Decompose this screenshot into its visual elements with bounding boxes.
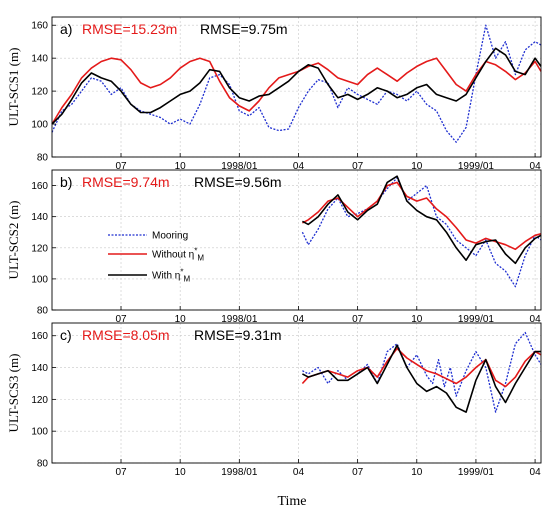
x-tick-label: 10 xyxy=(411,314,423,325)
rmse-without-label: RMSE=15.23m xyxy=(82,21,177,37)
series-line-with xyxy=(302,344,541,413)
y-axis-label: ULT-SCS3 (m) xyxy=(6,354,21,433)
x-tick-label: 07 xyxy=(352,161,364,172)
x-tick-label: 04 xyxy=(530,467,542,478)
y-tick-label: 100 xyxy=(31,274,48,285)
x-tick-label: 10 xyxy=(175,314,187,325)
series-line-mooring xyxy=(301,177,542,288)
panel-label: c) xyxy=(60,327,72,343)
rmse-without-label: RMSE=8.05m xyxy=(82,327,170,343)
panel-label: b) xyxy=(60,174,72,190)
y-tick-label: 120 xyxy=(31,87,48,98)
panel-label: a) xyxy=(60,21,72,37)
y-tick-label: 80 xyxy=(37,459,49,470)
x-tick-label: 04 xyxy=(293,161,305,172)
y-tick-label: 80 xyxy=(37,306,49,317)
x-tick-label: 1999/01 xyxy=(458,467,495,478)
x-tick-label: 04 xyxy=(293,314,305,325)
series-line-without xyxy=(302,181,542,251)
plot-frame xyxy=(51,169,542,311)
x-tick-label: 1999/01 xyxy=(458,161,495,172)
series-line-with xyxy=(51,47,542,125)
x-tick-label: 10 xyxy=(411,161,423,172)
legend-entry-with: With η*M xyxy=(152,268,190,284)
x-tick-label: 07 xyxy=(115,161,127,172)
x-tick-label: 04 xyxy=(530,314,542,325)
series-line-without xyxy=(301,347,542,388)
x-tick-label: 07 xyxy=(352,314,364,325)
rmse-with-label: RMSE=9.75m xyxy=(200,21,288,37)
series-line-with xyxy=(302,175,542,265)
series-line-mooring xyxy=(51,24,542,143)
plot-frame xyxy=(51,16,542,158)
x-tick-label: 1998/01 xyxy=(221,161,258,172)
rmse-without-label: RMSE=9.74m xyxy=(82,174,170,190)
panel-2: 80 100 120 140 160 07 10 1998/01 04 07 10 1999/01 04… xyxy=(6,169,542,325)
y-tick-label: 100 xyxy=(31,427,48,438)
y-tick-label: 140 xyxy=(31,54,48,65)
x-axis-label: Time xyxy=(277,494,306,509)
legend-entry-without: Without η*M xyxy=(152,247,204,263)
x-tick-label: 07 xyxy=(115,314,127,325)
legend: Mooring Without η*M With η*M xyxy=(108,231,204,284)
x-tick-label: 07 xyxy=(115,467,127,478)
y-tick-label: 160 xyxy=(31,331,48,342)
x-tick-label: 1998/01 xyxy=(221,467,258,478)
y-tick-label: 160 xyxy=(31,181,48,192)
x-tick-label: 10 xyxy=(175,467,187,478)
y-tick-label: 120 xyxy=(31,243,48,254)
x-tick-label: 10 xyxy=(175,161,187,172)
panel-1: 80 100 120 140 160 07 10 1998/01 04 07 10 1999/01 04… xyxy=(6,16,542,172)
x-tick-label: 04 xyxy=(530,161,542,172)
rmse-with-label: RMSE=9.31m xyxy=(194,327,282,343)
legend-entry-mooring: Mooring xyxy=(152,231,188,242)
y-tick-label: 100 xyxy=(31,120,48,131)
y-tick-label: 140 xyxy=(31,212,48,223)
y-tick-label: 160 xyxy=(31,21,48,32)
y-tick-label: 80 xyxy=(37,153,49,164)
x-tick-label: 1998/01 xyxy=(221,314,258,325)
y-axis-label: ULT-SCS2 (m) xyxy=(6,201,21,280)
y-tick-label: 140 xyxy=(31,363,48,374)
y-tick-label: 120 xyxy=(31,395,48,406)
x-tick-label: 04 xyxy=(293,467,305,478)
x-tick-label: 1999/01 xyxy=(458,314,495,325)
x-tick-label: 07 xyxy=(352,467,364,478)
series-line-mooring xyxy=(302,331,542,413)
y-axis-label: ULT-SCS1 (m) xyxy=(6,48,21,127)
plot-frame xyxy=(51,322,542,464)
rmse-with-label: RMSE=9.56m xyxy=(194,174,282,190)
panel-3: 80 100 120 140 160 07 10 1998/01 04 07 10 1999/01 04… xyxy=(6,322,542,478)
x-tick-label: 10 xyxy=(411,467,423,478)
